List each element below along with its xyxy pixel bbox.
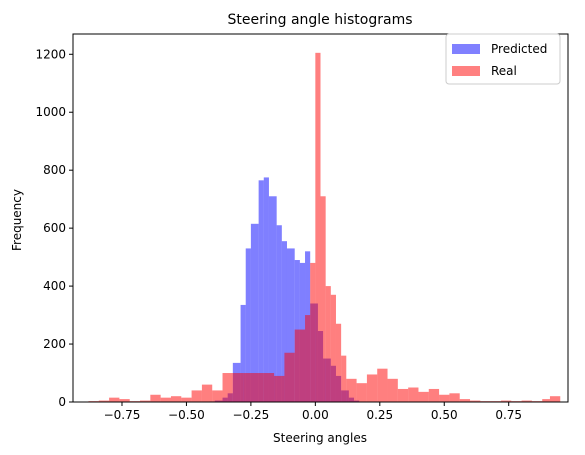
y-tick-label: 1200	[35, 47, 66, 61]
bar-real	[346, 378, 357, 402]
bar-real	[170, 396, 182, 402]
bar-predicted	[281, 241, 287, 402]
bar-predicted	[263, 177, 269, 402]
bar-real	[335, 323, 342, 402]
x-tick-label: 0.25	[366, 408, 393, 422]
bar-real	[356, 383, 367, 402]
bar-real	[274, 375, 285, 402]
bar-real	[341, 355, 347, 402]
bar-real	[408, 387, 419, 402]
legend-swatch-predicted	[452, 44, 480, 54]
y-tick-label: 0	[58, 395, 66, 409]
bar-real	[243, 373, 254, 402]
x-axis: −0.75 −0.50 −0.25 0.00 0.25 0.50 0.75	[104, 402, 522, 422]
bar-real	[315, 52, 321, 402]
bar-real	[150, 394, 161, 402]
bar-real	[98, 400, 110, 402]
bar-real	[418, 391, 429, 402]
y-tick-label: 800	[43, 163, 66, 177]
x-tick-label: 0.50	[431, 408, 458, 422]
chart-title: Steering angle histograms	[227, 12, 412, 28]
bar-real	[542, 399, 550, 402]
bar-real	[470, 400, 481, 402]
bar-real	[320, 196, 326, 402]
x-tick-label: −0.25	[233, 408, 270, 422]
bar-real	[366, 374, 378, 402]
bar-predicted	[286, 248, 295, 402]
y-tick-label: 400	[43, 279, 66, 293]
bars-layer	[88, 52, 561, 402]
bar-predicted	[258, 180, 264, 402]
x-tick-label: −0.50	[168, 408, 205, 422]
bar-real	[459, 399, 471, 402]
legend: Predicted Real	[445, 33, 561, 85]
bar-predicted	[250, 223, 259, 402]
x-tick-label: 0.75	[495, 408, 522, 422]
series-real	[88, 52, 561, 402]
bar-predicted	[240, 304, 246, 402]
bar-real	[232, 373, 244, 402]
bar-real	[397, 388, 409, 402]
bar-real	[212, 390, 223, 402]
bar-real	[549, 396, 561, 402]
y-tick-label: 1000	[35, 105, 66, 119]
bar-real	[325, 286, 331, 402]
bar-real	[377, 368, 388, 402]
bar-real	[181, 397, 192, 402]
bar-real	[428, 388, 440, 402]
bar-real	[387, 378, 398, 402]
legend-label-predicted: Predicted	[491, 42, 547, 56]
x-tick-label: 0.00	[302, 408, 329, 422]
bar-real	[284, 352, 295, 402]
bar-real	[439, 394, 450, 402]
bar-real	[222, 373, 233, 402]
bar-real	[140, 400, 151, 402]
bar-real	[119, 399, 130, 402]
legend-swatch-real	[452, 66, 480, 76]
y-tick-label: 200	[43, 337, 66, 351]
bar-real	[263, 373, 275, 402]
bar-real	[500, 400, 512, 402]
x-axis-label: Steering angles	[273, 431, 367, 445]
y-tick-label: 600	[43, 221, 66, 235]
y-axis-label: Frequency	[10, 189, 24, 251]
y-axis: 0 200 400 600 800 1000 1200	[35, 47, 73, 409]
bar-real	[253, 373, 264, 402]
bar-predicted	[245, 248, 251, 402]
bar-real	[449, 393, 460, 402]
bar-real	[201, 384, 213, 402]
bar-real	[330, 294, 336, 402]
bar-predicted	[268, 196, 277, 402]
bar-real	[160, 397, 171, 402]
bar-real	[294, 329, 306, 402]
bar-real	[310, 262, 316, 402]
legend-label-real: Real	[491, 64, 517, 78]
bar-real	[305, 315, 311, 402]
bar-real	[109, 397, 120, 402]
bar-real	[191, 390, 202, 402]
x-tick-label: −0.75	[104, 408, 141, 422]
bar-predicted	[276, 225, 282, 402]
plot-frame	[72, 33, 569, 403]
plot-area: −0.75 −0.50 −0.25 0.00 0.25 0.50 0.75 0 200 400 6…	[35, 33, 569, 422]
bar-real	[521, 400, 532, 402]
